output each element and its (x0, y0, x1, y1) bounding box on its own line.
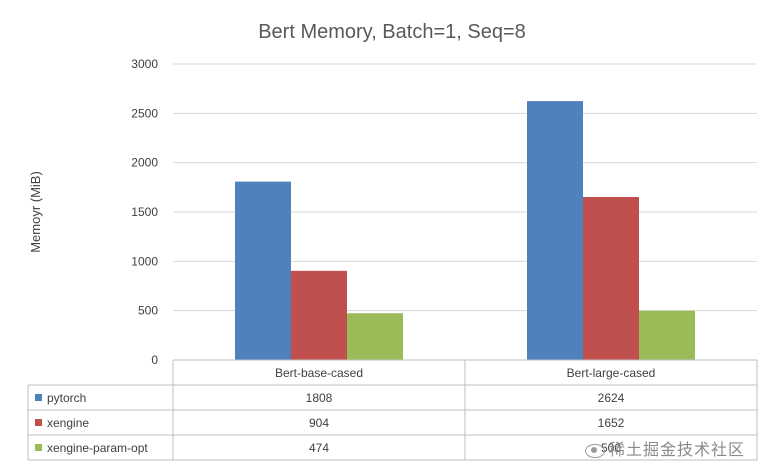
data-label: 2624 (598, 391, 625, 405)
y-tick-label: 1500 (131, 205, 158, 219)
bar (347, 313, 403, 360)
legend-swatch (35, 444, 42, 451)
watermark-text: 稀土掘金技术社区 (609, 440, 746, 459)
y-tick-label: 3000 (131, 57, 158, 71)
data-label: 904 (309, 416, 329, 430)
data-label: 474 (309, 441, 329, 455)
bar (583, 197, 639, 360)
data-label: 1652 (598, 416, 625, 430)
y-tick-label: 2500 (131, 106, 158, 120)
legend-swatch (35, 419, 42, 426)
legend-entry: pytorch (47, 391, 86, 405)
y-axis-label: Memoyr (MiB) (28, 171, 43, 253)
watermark: 稀土掘金技术社区 (585, 436, 745, 460)
y-tick-label: 500 (138, 304, 158, 318)
data-label: 500 (601, 441, 621, 455)
eye-icon (585, 443, 605, 458)
y-tick-label: 0 (151, 353, 158, 367)
bar (291, 270, 347, 360)
legend-entry: xengine (47, 416, 89, 430)
y-tick-label: 2000 (131, 156, 158, 170)
bar (235, 181, 291, 360)
bar (639, 310, 695, 360)
bar (527, 101, 583, 360)
category-label: Bert-large-cased (567, 366, 656, 380)
y-tick-label: 1000 (131, 254, 158, 268)
category-label: Bert-base-cased (275, 366, 363, 380)
legend-swatch (35, 394, 42, 401)
data-label: 1808 (306, 391, 333, 405)
chart-title: Bert Memory, Batch=1, Seq=8 (258, 21, 526, 43)
legend-entry: xengine-param-opt (47, 441, 148, 455)
